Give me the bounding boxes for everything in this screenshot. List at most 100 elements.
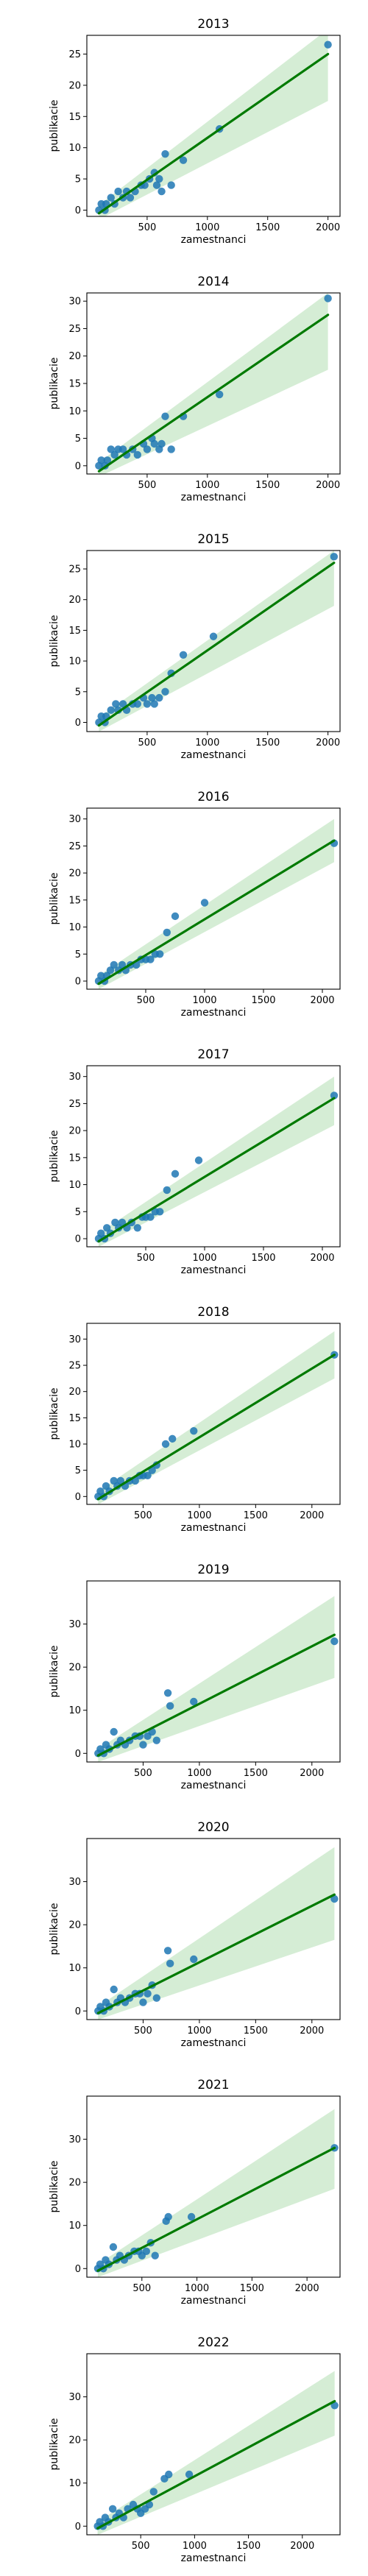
y-tick-label: 20 bbox=[68, 868, 81, 880]
axes-frame bbox=[86, 1323, 341, 1505]
y-tick-label: 0 bbox=[75, 2264, 81, 2275]
y-tick-label: 30 bbox=[68, 1334, 81, 1345]
y-tick-label: 20 bbox=[68, 351, 81, 362]
regression-line bbox=[96, 1354, 336, 1501]
confidence-band bbox=[98, 1847, 335, 2020]
data-point bbox=[143, 445, 152, 453]
y-tick-label: 20 bbox=[68, 1126, 81, 1137]
data-point bbox=[164, 2212, 172, 2221]
x-tick-label: 2000 bbox=[300, 1510, 324, 1521]
y-tick-label: 5 bbox=[75, 687, 81, 698]
axes-frame bbox=[86, 35, 341, 217]
data-point bbox=[126, 194, 135, 202]
data-point bbox=[146, 1213, 155, 1221]
x-tick-label: 1000 bbox=[187, 1510, 211, 1521]
y-tick-label: 25 bbox=[68, 565, 81, 576]
data-point bbox=[179, 156, 188, 164]
data-point bbox=[330, 1091, 339, 1100]
x-tick-label: 1000 bbox=[183, 2541, 207, 2552]
data-point bbox=[167, 181, 175, 189]
data-point bbox=[107, 706, 115, 715]
data-point bbox=[97, 1229, 105, 1237]
y-tick-label: 0 bbox=[75, 1492, 81, 1503]
y-axis-label: publikacie bbox=[49, 357, 60, 409]
data-point bbox=[187, 2212, 196, 2221]
confidence-band bbox=[99, 551, 334, 732]
x-axis-label: zamestnanci bbox=[181, 2295, 247, 2307]
y-tick-label: 30 bbox=[68, 1877, 81, 1888]
y-tick-label: 15 bbox=[68, 626, 81, 637]
data-point bbox=[118, 1218, 127, 1227]
y-axis-label: publikacie bbox=[49, 615, 60, 667]
scatter-chart-2022: 2022 500 1000 1500 2000 0 10 20 30 zamestnanci pub… bbox=[49, 2335, 341, 2564]
plot-area bbox=[93, 2371, 339, 2535]
y-tick-label: 20 bbox=[68, 2178, 81, 2189]
data-point bbox=[146, 955, 155, 963]
axes-frame bbox=[86, 1580, 341, 1763]
data-point bbox=[109, 2243, 118, 2251]
y-tick-label: 10 bbox=[68, 657, 81, 668]
y-tick-label: 10 bbox=[68, 2221, 81, 2232]
data-point bbox=[166, 1702, 174, 1710]
x-tick-label: 2000 bbox=[316, 480, 340, 491]
data-point bbox=[139, 1741, 147, 1749]
x-tick-label: 2000 bbox=[295, 2283, 319, 2294]
data-point bbox=[190, 1426, 198, 1435]
x-axis-label: zamestnanci bbox=[181, 2552, 247, 2564]
data-point bbox=[110, 960, 118, 969]
regression-line bbox=[96, 2146, 336, 2272]
data-point bbox=[330, 553, 339, 561]
data-point bbox=[179, 651, 188, 659]
x-tick-label: 1000 bbox=[192, 995, 216, 1006]
axes-frame bbox=[86, 550, 341, 732]
x-tick-label: 1000 bbox=[195, 222, 219, 233]
x-tick-label: 1500 bbox=[244, 1768, 268, 1779]
data-point bbox=[163, 1689, 172, 1697]
y-tick-label: 10 bbox=[68, 1440, 81, 1451]
data-point bbox=[152, 1994, 160, 2002]
data-point bbox=[324, 294, 332, 302]
data-point bbox=[185, 2470, 194, 2479]
axes-frame bbox=[86, 1065, 341, 1248]
axes-frame bbox=[86, 1838, 341, 2020]
data-point bbox=[143, 700, 152, 708]
data-point bbox=[163, 928, 171, 937]
x-tick-label: 2000 bbox=[316, 222, 340, 233]
scatter-chart-2016: 2016 500 1000 1500 2000 0 5 10 15 20 25 30 zamestnan… bbox=[49, 790, 341, 1019]
x-tick-label: 500 bbox=[137, 995, 155, 1006]
x-tick-label: 1000 bbox=[192, 1253, 216, 1264]
axes-frame bbox=[86, 807, 341, 990]
x-tick-label: 500 bbox=[137, 1253, 155, 1264]
data-point bbox=[330, 2402, 339, 2410]
data-point bbox=[171, 1170, 180, 1178]
data-point bbox=[158, 439, 166, 448]
x-tick-label: 2000 bbox=[290, 2541, 314, 2552]
data-point bbox=[330, 1894, 339, 1903]
y-tick-label: 5 bbox=[75, 1207, 81, 1218]
y-tick-label: 10 bbox=[68, 143, 81, 154]
data-point bbox=[107, 445, 115, 453]
y-tick-label: 25 bbox=[68, 1099, 81, 1110]
data-point bbox=[200, 899, 209, 907]
x-axis-label: zamestnanci bbox=[181, 1780, 247, 1791]
data-point bbox=[161, 412, 169, 420]
y-tick-label: 20 bbox=[68, 1663, 81, 1674]
scatter-chart-2017: 2017 500 1000 1500 2000 0 5 10 15 20 25 30 zamestnan… bbox=[49, 1047, 341, 1276]
data-point bbox=[152, 181, 161, 189]
regression-line bbox=[97, 1097, 336, 1243]
data-point bbox=[110, 450, 118, 459]
data-point bbox=[215, 390, 224, 399]
data-point bbox=[118, 960, 127, 969]
data-point bbox=[152, 1736, 160, 1744]
y-tick-label: 25 bbox=[68, 324, 81, 335]
data-point bbox=[168, 1434, 177, 1443]
scatter-chart-2019: 2019 500 1000 1500 2000 0 10 20 30 zamestnanci pub… bbox=[49, 1563, 341, 1791]
plot-area bbox=[95, 35, 332, 216]
data-point bbox=[108, 2505, 117, 2513]
data-point bbox=[149, 2488, 158, 2496]
axes-frame bbox=[86, 2095, 341, 2278]
x-tick-label: 1500 bbox=[251, 995, 275, 1006]
chart-title: 2020 bbox=[197, 1820, 229, 1835]
confidence-band bbox=[98, 1331, 335, 1504]
